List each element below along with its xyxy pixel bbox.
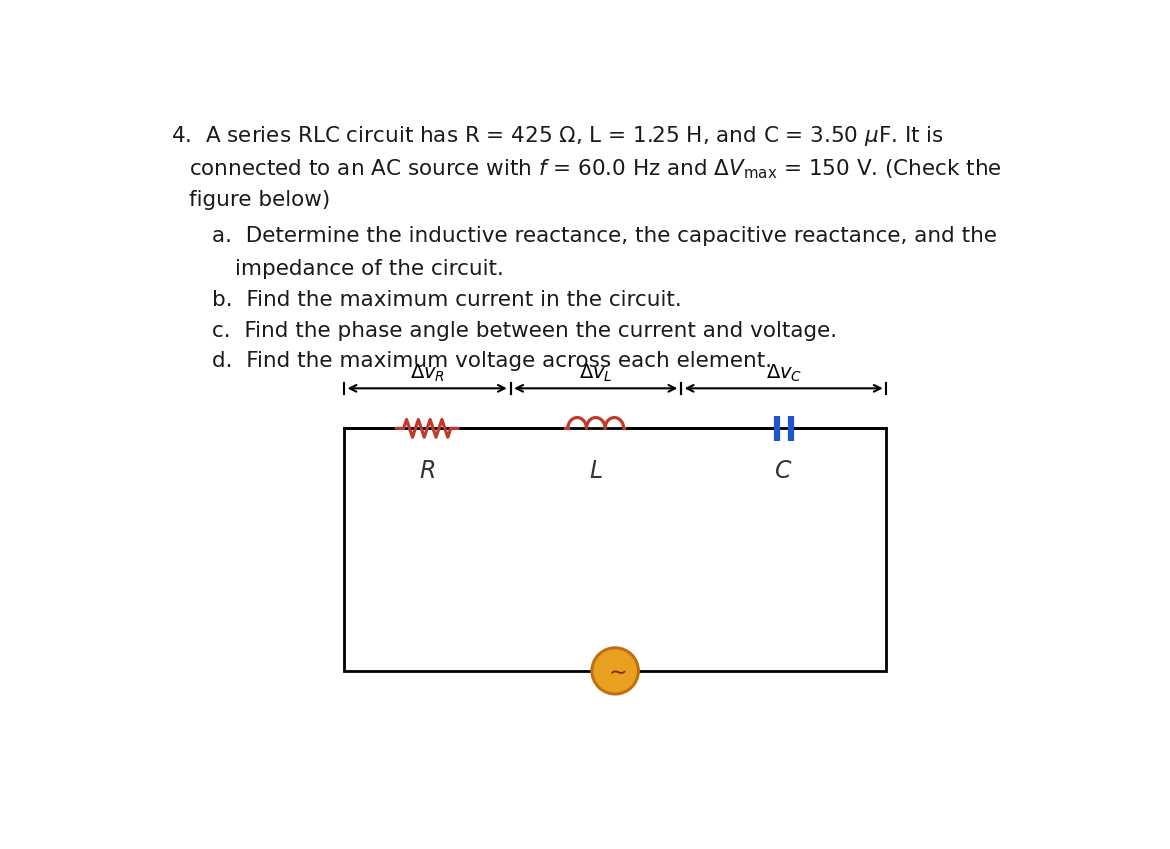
Text: $\Delta v_L$: $\Delta v_L$ bbox=[579, 363, 613, 384]
Text: $\Delta v_R$: $\Delta v_R$ bbox=[410, 363, 445, 384]
Text: 4.  A series RLC circuit has R = 425 $\Omega$, L = 1.25 H, and C = 3.50 $\mu$F. : 4. A series RLC circuit has R = 425 $\Om… bbox=[171, 124, 944, 149]
Text: $\Delta v_C$: $\Delta v_C$ bbox=[765, 363, 801, 384]
Text: connected to an AC source with $f$ = 60.0 Hz and $\Delta V_{\mathrm{max}}$ = 150: connected to an AC source with $f$ = 60.… bbox=[188, 157, 1002, 181]
Circle shape bbox=[592, 648, 639, 694]
Text: figure below): figure below) bbox=[188, 190, 330, 211]
Text: $L$: $L$ bbox=[589, 459, 603, 483]
Bar bbox=[344, 429, 887, 671]
Text: d.  Find the maximum voltage across each element.: d. Find the maximum voltage across each … bbox=[212, 351, 772, 371]
Text: impedance of the circuit.: impedance of the circuit. bbox=[235, 259, 504, 279]
Text: $\sim$: $\sim$ bbox=[604, 661, 626, 682]
Text: a.  Determine the inductive reactance, the capacitive reactance, and the: a. Determine the inductive reactance, th… bbox=[212, 226, 997, 246]
Text: $C$: $C$ bbox=[775, 459, 793, 483]
Text: $R$: $R$ bbox=[419, 459, 435, 483]
Text: c.  Find the phase angle between the current and voltage.: c. Find the phase angle between the curr… bbox=[212, 321, 838, 340]
Text: b.  Find the maximum current in the circuit.: b. Find the maximum current in the circu… bbox=[212, 290, 682, 310]
